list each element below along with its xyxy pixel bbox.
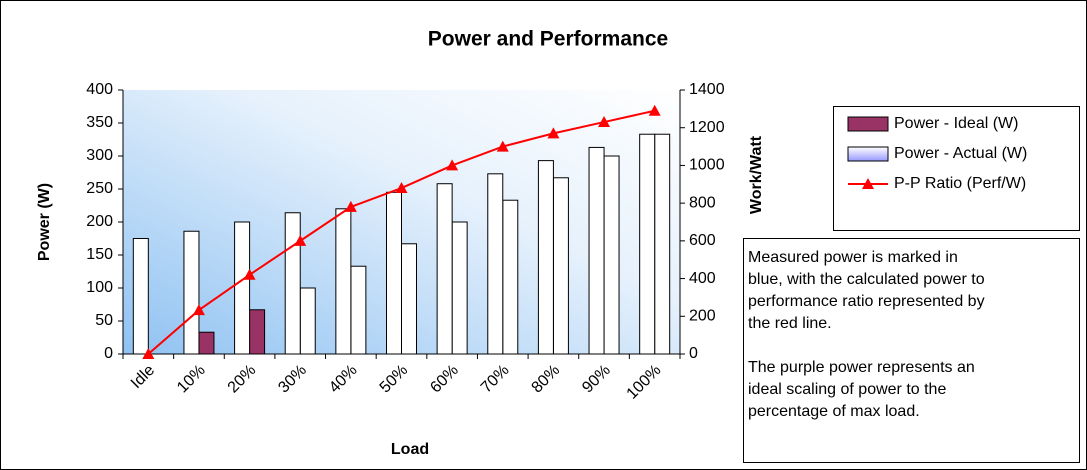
bar [654, 133, 671, 355]
y-tick-label: 50 [95, 312, 113, 329]
bar [132, 238, 149, 355]
line-marker [547, 127, 560, 139]
y-tick-label: 350 [86, 114, 113, 131]
y-tick-label: 0 [104, 345, 113, 362]
bar [451, 221, 468, 355]
bar [183, 230, 200, 355]
legend [833, 106, 1080, 231]
bar [487, 173, 504, 355]
y-tick-label: 200 [86, 213, 113, 230]
legend-label: Power - Ideal (W) [894, 115, 1018, 132]
bar [502, 199, 519, 355]
bar [249, 309, 266, 355]
bar [284, 212, 301, 355]
line-marker [294, 234, 307, 246]
annotation-text: the red line. [748, 315, 832, 332]
annotation-text: Measured power is marked in [748, 249, 958, 266]
y2-tick-label: 200 [689, 308, 716, 325]
x-axis-label: Load [391, 441, 429, 458]
y-tick-label: 150 [86, 246, 113, 263]
legend-label: P-P Ratio (Perf/W) [894, 175, 1026, 192]
annotation-text: The purple power represents an [748, 359, 975, 376]
y2-tick-label: 400 [689, 270, 716, 287]
bar [350, 265, 367, 355]
y-tick-label: 100 [86, 279, 113, 296]
bar [603, 155, 620, 355]
annotation-box [743, 238, 1080, 463]
y2-axis-label: Work/Watt [748, 135, 765, 214]
legend-swatch [862, 178, 874, 189]
bar [198, 331, 215, 355]
bar [401, 243, 417, 355]
y2-tick-label: 1000 [689, 157, 725, 174]
line-marker [446, 159, 459, 171]
y-axis-label: Power (W) [36, 183, 53, 261]
bar [299, 287, 316, 355]
chart-title: Power and Performance [428, 28, 668, 51]
line-marker [344, 200, 357, 212]
y2-tick-label: 0 [689, 345, 698, 362]
line-marker [395, 182, 408, 194]
y2-tick-label: 1400 [689, 81, 725, 98]
legend-swatch [847, 116, 889, 132]
line-marker [648, 104, 661, 116]
annotation-text: performance ratio represented by [748, 293, 985, 310]
legend-label: Power - Actual (W) [894, 145, 1027, 162]
y-tick-label: 300 [86, 147, 113, 164]
bar [639, 133, 656, 355]
bar [335, 208, 352, 355]
y-tick-label: 400 [86, 81, 113, 98]
bar [234, 221, 251, 355]
y2-tick-label: 600 [689, 232, 716, 249]
y2-tick-label: 1200 [689, 119, 725, 136]
legend-swatch [847, 146, 889, 162]
annotation-text: percentage of max load. [748, 403, 920, 420]
line-marker [243, 268, 256, 280]
annotation-text: blue, with the calculated power to [748, 271, 985, 288]
bar [588, 146, 605, 355]
line-marker [192, 304, 205, 316]
line-marker [496, 140, 509, 152]
line-marker [142, 348, 155, 359]
bar [537, 160, 554, 355]
y2-tick-label: 800 [689, 194, 716, 211]
line-marker [598, 116, 611, 128]
annotation-text: ideal scaling of power to the [748, 381, 946, 398]
bar [436, 183, 453, 355]
y-tick-label: 250 [86, 180, 113, 197]
bar [386, 191, 402, 355]
bar [552, 177, 569, 355]
